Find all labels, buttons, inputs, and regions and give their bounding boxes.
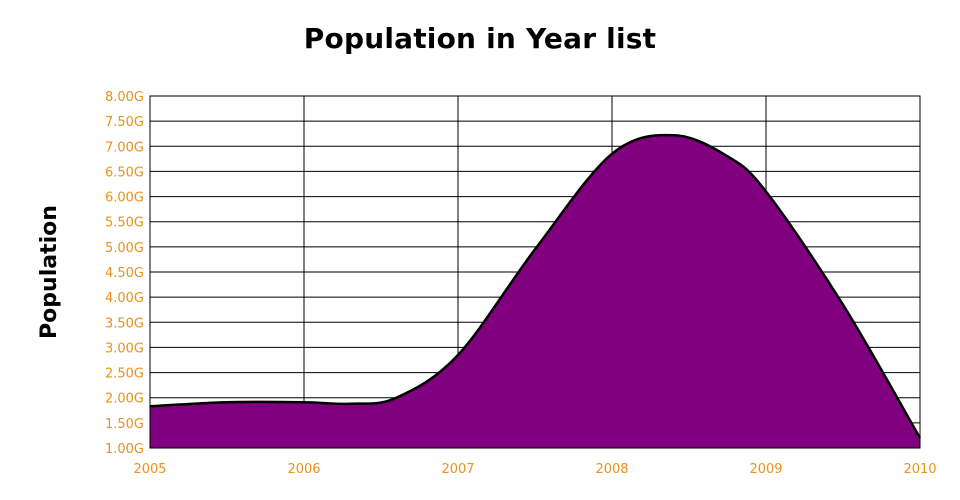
x-tick-label: 2010	[903, 462, 936, 477]
y-tick-label: 2.00G	[105, 392, 144, 407]
y-tick-label: 6.00G	[105, 191, 144, 206]
y-tick-label: 4.00G	[105, 291, 144, 306]
plot-frame	[149, 95, 921, 449]
x-tick-label: 2006	[287, 462, 320, 477]
x-tick-label: 2009	[749, 462, 782, 477]
area-fill	[150, 135, 920, 448]
y-axis-title: Population	[37, 205, 62, 339]
chart-title: Population in Year list	[303, 22, 657, 55]
x-tick-label: 2005	[133, 462, 166, 477]
y-tick-label: 3.00G	[105, 341, 144, 356]
x-tick-label: 2007	[441, 462, 474, 477]
x-tick-label: 2008	[595, 462, 628, 477]
y-tick-label: 2.50G	[105, 367, 144, 382]
y-tick-label: 1.50G	[105, 417, 144, 432]
area-outline	[149, 133, 922, 439]
y-axis-ticks: 1.00G 1.50G 2.00G 2.50G 3.00G 3.50G 4.00G 4.50G…	[105, 90, 144, 457]
y-tick-label: 5.50G	[105, 216, 144, 231]
y-tick-label: 3.50G	[105, 316, 144, 331]
y-tick-label: 6.50G	[105, 165, 144, 180]
y-tick-label: 7.00G	[105, 140, 144, 155]
x-axis-ticks: 2005 2006 2007 2008 2009 2010	[133, 462, 936, 477]
plot-border	[149, 95, 921, 449]
y-tick-label: 8.00G	[105, 90, 144, 105]
y-tick-label: 4.50G	[105, 266, 144, 281]
y-tick-label: 1.00G	[105, 442, 144, 457]
area-series	[149, 133, 922, 448]
y-tick-label: 7.50G	[105, 115, 144, 130]
y-tick-label: 5.00G	[105, 241, 144, 256]
